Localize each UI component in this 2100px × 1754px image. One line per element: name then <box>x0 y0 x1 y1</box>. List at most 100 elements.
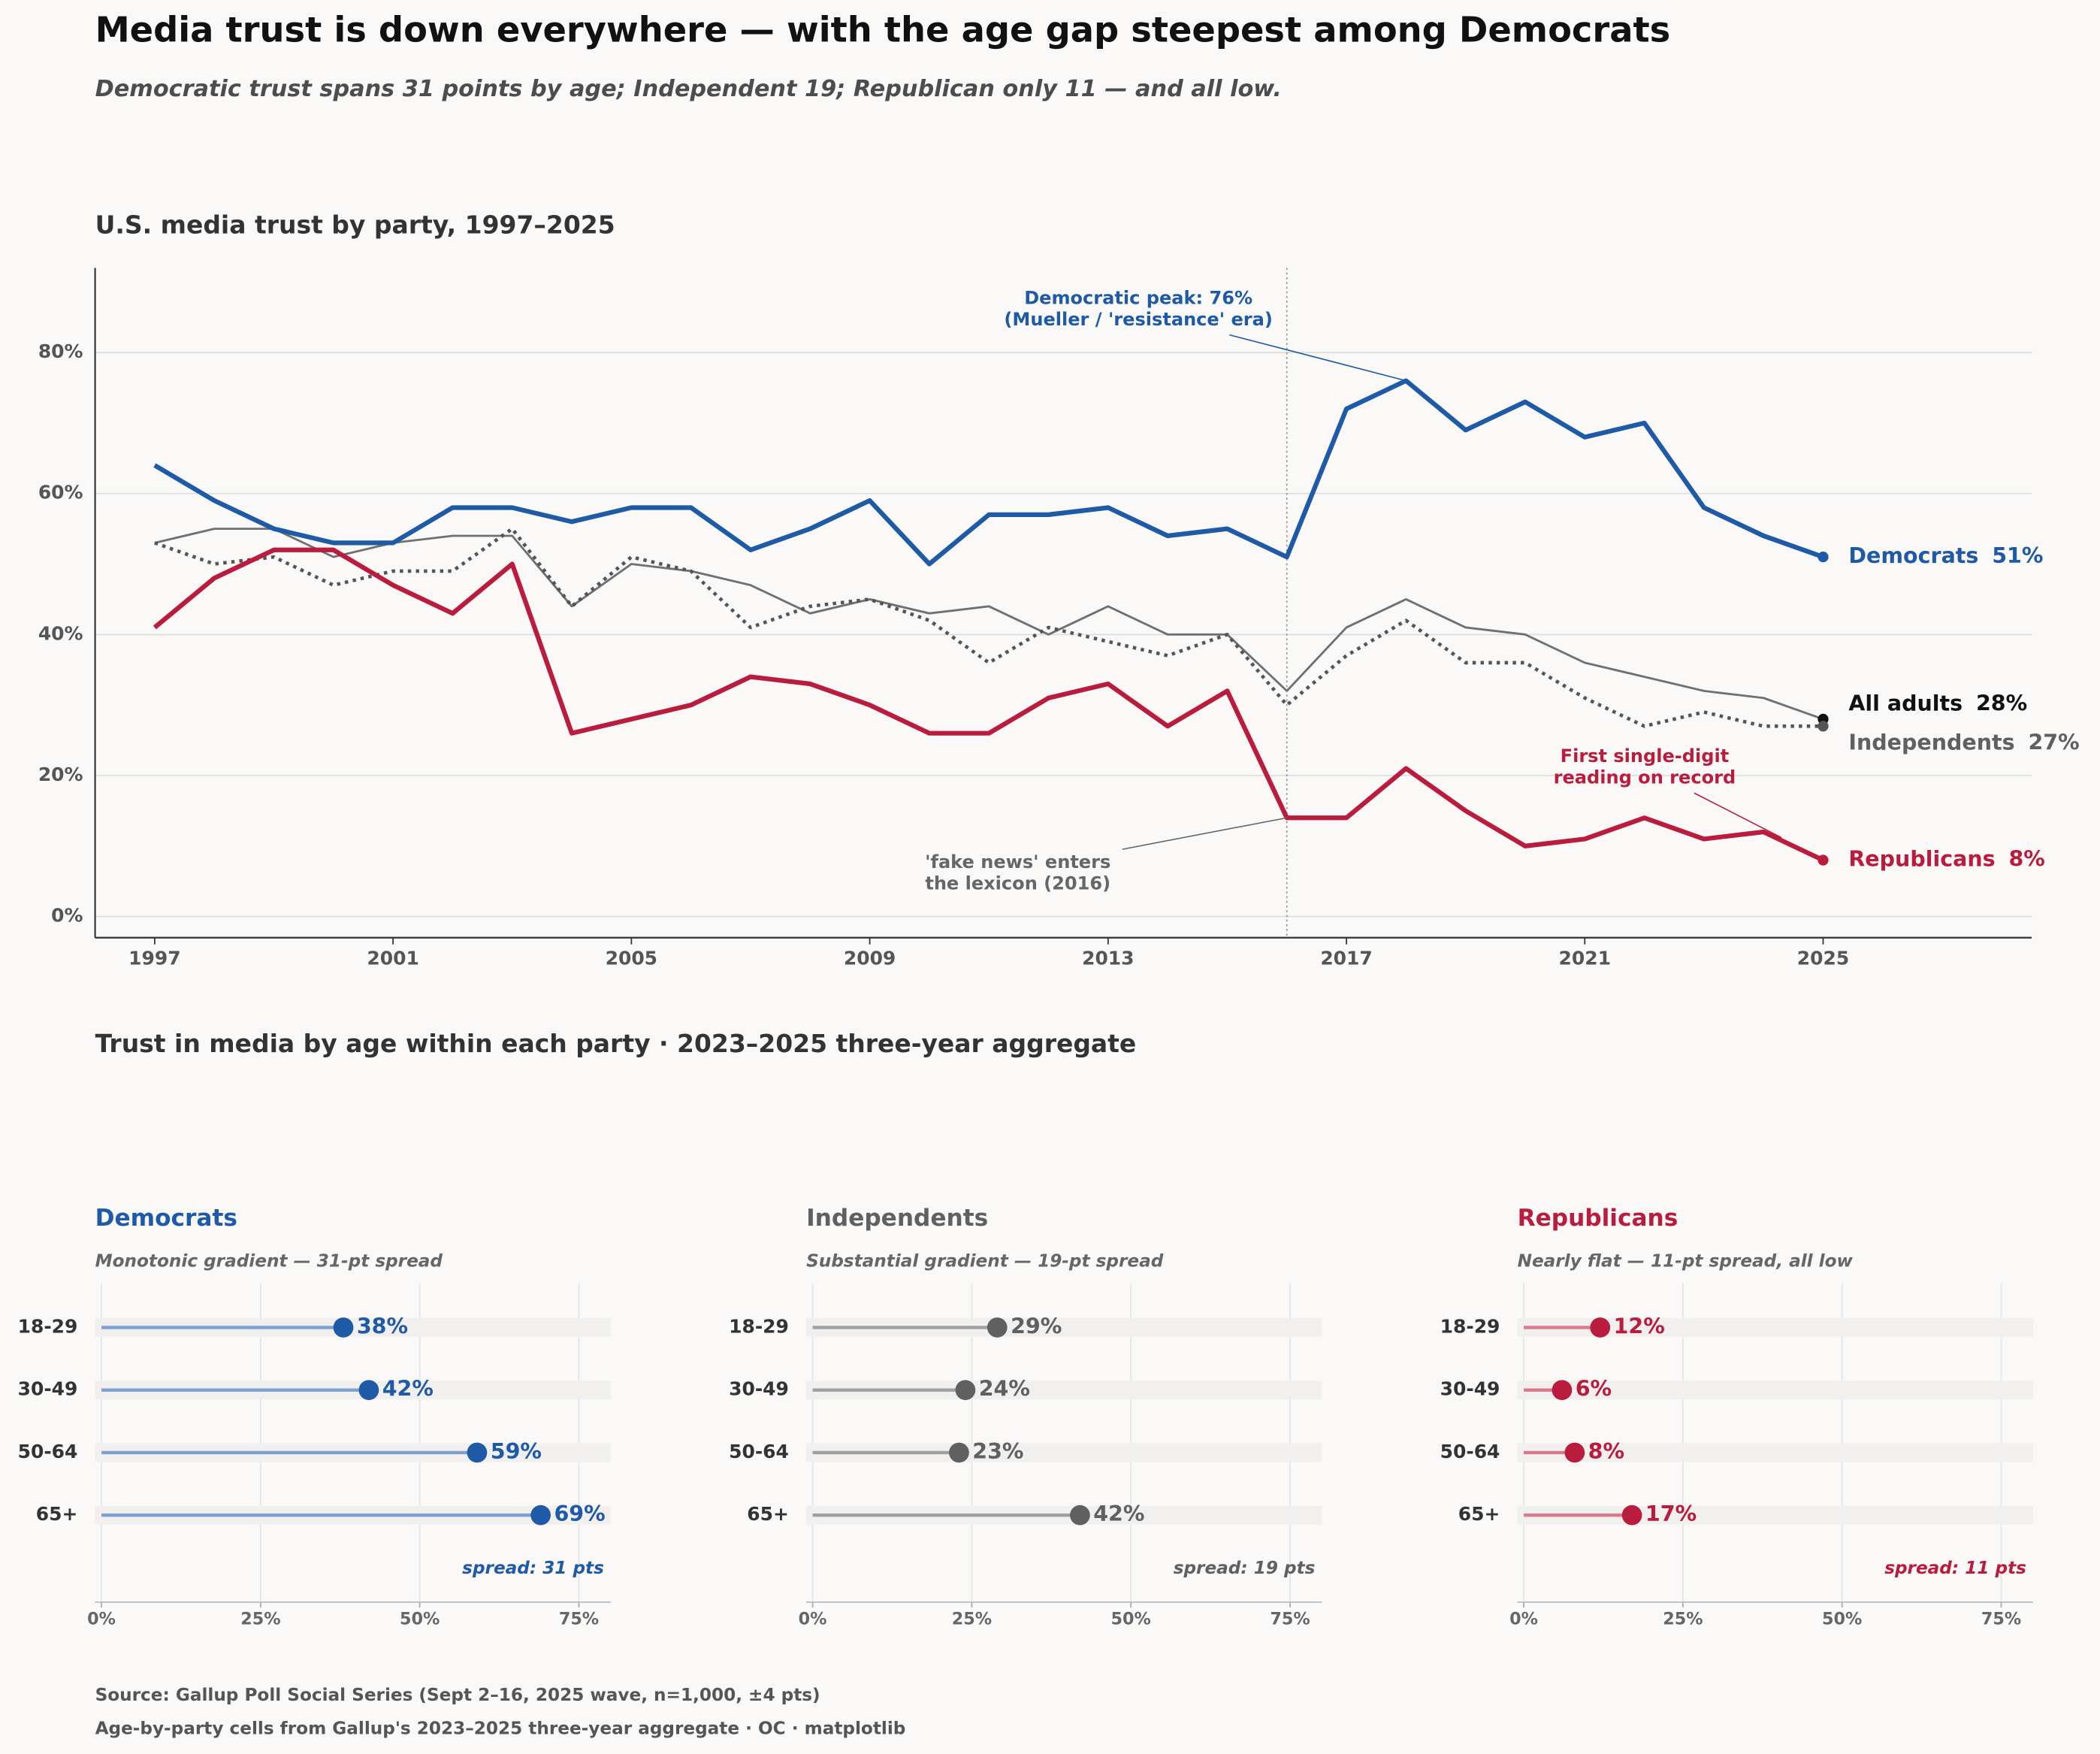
chart-title: U.S. media trust by party, 1997–2025 <box>95 210 615 240</box>
series-label: Republicans <box>1848 847 1995 872</box>
value-label: 12% <box>1614 1314 1665 1338</box>
panel-title: Independents <box>806 1205 988 1232</box>
spread-label: spread: 11 pts <box>1884 1558 2026 1578</box>
category-label: 30-49 <box>1440 1378 1500 1400</box>
end-dot <box>1817 552 1829 563</box>
annotation-arrow <box>1694 792 1782 839</box>
x-tick-label: 50% <box>1822 1610 1862 1629</box>
page-subtitle: Democratic trust spans 31 points by age;… <box>95 76 1282 102</box>
dot <box>467 1442 488 1463</box>
footer: Age-by-party cells from Gallup's 2023–20… <box>95 1719 906 1739</box>
y-tick-label: 60% <box>38 482 83 504</box>
series-end-value: 27% <box>2028 730 2079 755</box>
annotation: 'fake news' enters <box>925 851 1110 872</box>
value-label: 59% <box>491 1439 542 1464</box>
series-line <box>153 547 1824 863</box>
x-tick-label: 2013 <box>1082 947 1134 969</box>
x-tick-label: 50% <box>1111 1610 1151 1629</box>
dot <box>530 1505 551 1526</box>
category-label: 30-49 <box>18 1378 78 1400</box>
panel-subtitle: Nearly flat — 11-pt spread, all low <box>1518 1251 1854 1272</box>
x-tick-label: 2005 <box>606 947 657 969</box>
end-dot <box>1817 721 1829 732</box>
value-label: 17% <box>1645 1501 1697 1526</box>
x-tick-label: 0% <box>1509 1610 1538 1629</box>
series-end-value: 8% <box>2008 847 2044 872</box>
x-tick-label: 0% <box>87 1610 116 1629</box>
value-label: 42% <box>382 1377 434 1402</box>
category-label: 65+ <box>1458 1503 1500 1525</box>
dot <box>949 1442 969 1463</box>
dot <box>1564 1442 1585 1463</box>
y-tick-label: 40% <box>38 622 83 644</box>
x-tick-label: 25% <box>240 1610 280 1629</box>
x-tick-label: 2021 <box>1559 947 1611 969</box>
annotation: the lexicon (2016) <box>925 872 1110 894</box>
footer: Source: Gallup Poll Social Series (Sept … <box>95 1685 820 1705</box>
x-tick-label: 75% <box>559 1610 599 1629</box>
annotation-arrow <box>1229 334 1407 382</box>
x-tick-label: 50% <box>400 1610 440 1629</box>
row-band <box>1517 1443 2033 1462</box>
value-label: 8% <box>1588 1439 1624 1464</box>
panel-title: Democrats <box>95 1205 237 1232</box>
category-label: 50-64 <box>1440 1441 1500 1462</box>
x-tick-label: 2001 <box>367 947 418 969</box>
series-end-value: 28% <box>1976 691 2027 715</box>
category-label: 18-29 <box>729 1315 789 1337</box>
series-line <box>154 528 1824 721</box>
x-tick-label: 2009 <box>844 947 896 969</box>
x-tick-label: 75% <box>1981 1610 2021 1629</box>
dot <box>333 1317 354 1338</box>
category-label: 50-64 <box>729 1441 789 1462</box>
category-label: 65+ <box>747 1503 789 1525</box>
value-label: 6% <box>1576 1377 1612 1402</box>
end-dot <box>1817 854 1829 866</box>
row-band <box>1517 1381 2033 1400</box>
panel-subtitle: Monotonic gradient — 31-pt spread <box>95 1251 443 1272</box>
value-label: 23% <box>972 1439 1023 1464</box>
dot <box>1590 1317 1611 1338</box>
dot <box>1552 1380 1573 1401</box>
annotation: reading on record <box>1554 767 1736 788</box>
panel-subtitle: Substantial gradient — 19-pt spread <box>806 1251 1164 1272</box>
value-label: 24% <box>979 1377 1030 1402</box>
annotation-arrow <box>1122 817 1287 850</box>
x-tick-label: 25% <box>952 1610 992 1629</box>
category-label: 18-29 <box>1440 1315 1500 1337</box>
x-tick-label: 0% <box>799 1610 827 1629</box>
y-tick-label: 0% <box>51 905 83 927</box>
series-label: Independents <box>1848 730 2014 755</box>
series-end-value: 51% <box>1992 543 2043 568</box>
x-tick-label: 1997 <box>128 947 180 969</box>
x-tick-label: 75% <box>1270 1610 1310 1629</box>
value-label: 42% <box>1093 1501 1144 1526</box>
value-label: 29% <box>1011 1314 1062 1338</box>
annotation: (Mueller / 'resistance' era) <box>1004 309 1272 330</box>
spread-label: spread: 31 pts <box>462 1558 604 1578</box>
annotation: First single-digit <box>1561 745 1730 767</box>
x-tick-label: 2025 <box>1797 947 1849 969</box>
panel-title: Republicans <box>1518 1205 1678 1232</box>
y-tick-label: 20% <box>38 764 83 785</box>
annotation: Democratic peak: 76% <box>1024 287 1252 308</box>
category-label: 50-64 <box>18 1441 78 1462</box>
series-line <box>154 527 1824 728</box>
page-title: Media trust is down everywhere — with th… <box>95 9 1671 50</box>
x-tick-label: 2017 <box>1320 947 1372 969</box>
x-tick-label: 25% <box>1663 1610 1703 1629</box>
category-label: 30-49 <box>729 1378 789 1400</box>
dot <box>1621 1505 1642 1526</box>
spread-label: spread: 19 pts <box>1174 1558 1316 1578</box>
dot <box>358 1380 379 1401</box>
category-label: 18-29 <box>18 1315 78 1337</box>
series-line <box>153 378 1824 567</box>
category-label: 65+ <box>36 1503 78 1525</box>
dot <box>987 1317 1008 1338</box>
section-title: Trust in media by age within each party … <box>95 1029 1137 1058</box>
value-label: 38% <box>357 1314 408 1338</box>
value-label: 69% <box>554 1501 605 1526</box>
series-label: Democrats <box>1848 543 1978 568</box>
series-label: All adults <box>1848 691 1963 715</box>
